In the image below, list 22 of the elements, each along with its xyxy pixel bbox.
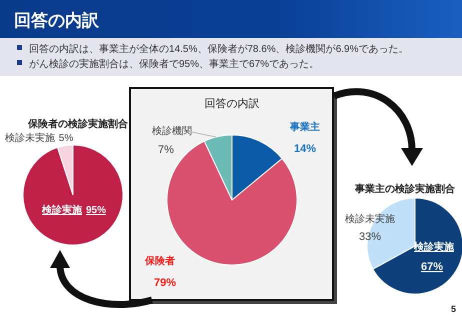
chart-title: 回答の内訳 <box>204 97 260 110</box>
text: 5 <box>450 304 456 314</box>
slice-label: 事業主 <box>289 121 320 133</box>
data-label: 14% <box>294 143 316 155</box>
slice-label: 保険者 <box>144 255 175 267</box>
chart-title: 事業主の検診実施割合 <box>354 183 456 195</box>
data-label: 7% <box>158 144 174 156</box>
slice-label: 検診実施 <box>413 241 455 253</box>
data-label: 95% <box>86 205 106 216</box>
data-label: 67% <box>420 261 444 273</box>
data-label: 33% <box>358 231 382 243</box>
data-label: 79% <box>154 277 176 289</box>
pie-slice <box>22 144 124 246</box>
text: 回答の内訳 <box>14 11 100 30</box>
slice-label: 検診実施 <box>41 204 83 216</box>
text: 回答の内訳は、事業主が全体の14.5%、保険者が78.6%、検診機関が6.9%であった。 <box>29 43 409 55</box>
slice-label: 検診機関 <box>152 125 192 137</box>
chart-title: 保険者の検診実施割合 <box>27 118 129 130</box>
text: がん検診の実施割合は、保険者で95%、事業主で67%であった。 <box>29 58 320 70</box>
slice-label: 検診未実施 <box>5 132 55 144</box>
slice-label: 検診未実施 <box>345 213 395 225</box>
data-label: 5% <box>58 133 74 144</box>
